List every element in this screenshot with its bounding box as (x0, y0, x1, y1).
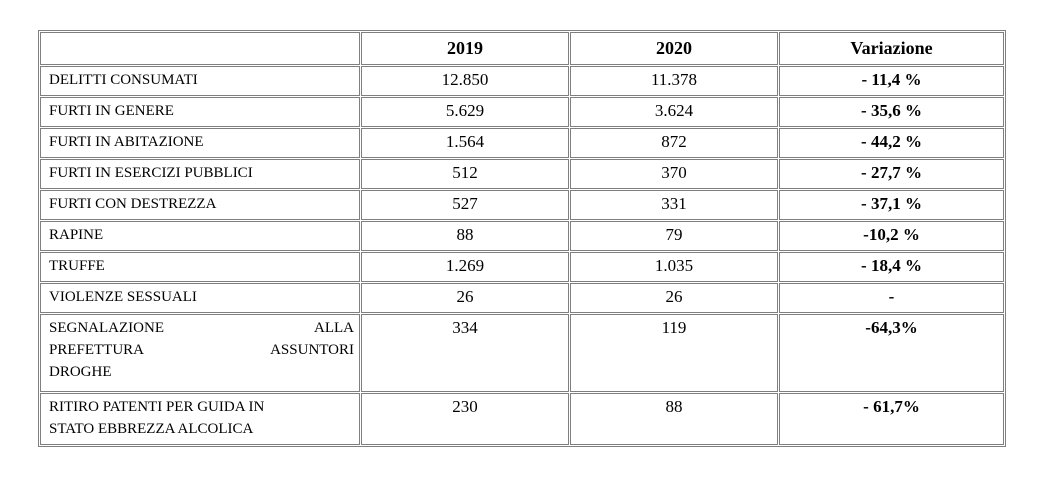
value-2020: 331 (570, 190, 778, 220)
table-row-furti-in-abitazione: FURTI IN ABITAZIONE 1.564 872 - 44,2 % (40, 128, 1004, 158)
value-2020: 3.624 (570, 97, 778, 127)
value-2019: 1.269 (361, 252, 569, 282)
header-empty-cell (40, 32, 360, 65)
table-row-furti-in-genere: FURTI IN GENERE 5.629 3.624 - 35,6 % (40, 97, 1004, 127)
value-variation: -10,2 % (779, 221, 1004, 251)
value-2019: 26 (361, 283, 569, 313)
value-variation: - 11,4 % (779, 66, 1004, 96)
value-2019: 512 (361, 159, 569, 189)
header-row: 2019 2020 Variazione (40, 32, 1004, 65)
value-2020: 370 (570, 159, 778, 189)
value-2020: 872 (570, 128, 778, 158)
table-row-furti-con-destrezza: FURTI CON DESTREZZA 527 331 - 37,1 % (40, 190, 1004, 220)
table-row-segnalazione-prefettura-droghe: SEGNALAZIONE ALLA PREFETTURA ASSUNTORI D… (40, 314, 1004, 392)
value-2019: 5.629 (361, 97, 569, 127)
row-label: FURTI CON DESTREZZA (40, 190, 360, 220)
table-row-violenze-sessuali: VIOLENZE SESSUALI 26 26 - (40, 283, 1004, 313)
row-label: TRUFFE (40, 252, 360, 282)
value-2020: 79 (570, 221, 778, 251)
value-2020: 11.378 (570, 66, 778, 96)
value-2020: 26 (570, 283, 778, 313)
value-2020: 88 (570, 393, 778, 445)
row-label: RAPINE (40, 221, 360, 251)
value-2019: 334 (361, 314, 569, 392)
header-2020: 2020 (570, 32, 778, 65)
row-label-line: DROGHE (49, 364, 112, 380)
table-row-furti-esercizi-pubblici: FURTI IN ESERCIZI PUBBLICI 512 370 - 27,… (40, 159, 1004, 189)
row-label: FURTI IN ABITAZIONE (40, 128, 360, 158)
header-variazione: Variazione (779, 32, 1004, 65)
row-label: SEGNALAZIONE ALLA PREFETTURA ASSUNTORI D… (40, 314, 360, 392)
value-variation: - (779, 283, 1004, 313)
row-label-line: SEGNALAZIONE ALLA (49, 320, 354, 336)
value-2020: 1.035 (570, 252, 778, 282)
document-page: 2019 2020 Variazione DELITTI CONSUMATI 1… (38, 30, 1006, 447)
row-label: VIOLENZE SESSUALI (40, 283, 360, 313)
value-2019: 230 (361, 393, 569, 445)
header-2019: 2019 (361, 32, 569, 65)
value-2019: 1.564 (361, 128, 569, 158)
row-label-line: RITIRO PATENTI PER GUIDA IN (49, 399, 265, 415)
value-variation: - 61,7% (779, 393, 1004, 445)
value-2019: 88 (361, 221, 569, 251)
value-variation: -64,3% (779, 314, 1004, 392)
row-label-line: STATO EBBREZZA ALCOLICA (49, 421, 254, 437)
value-2019: 527 (361, 190, 569, 220)
value-variation: - 18,4 % (779, 252, 1004, 282)
value-variation: - 37,1 % (779, 190, 1004, 220)
value-variation: - 27,7 % (779, 159, 1004, 189)
table-row-delitti-consumati: DELITTI CONSUMATI 12.850 11.378 - 11,4 % (40, 66, 1004, 96)
table-row-ritiro-patenti: RITIRO PATENTI PER GUIDA IN STATO EBBREZ… (40, 393, 1004, 445)
crime-stats-table: 2019 2020 Variazione DELITTI CONSUMATI 1… (38, 30, 1006, 447)
value-2019: 12.850 (361, 66, 569, 96)
table-row-rapine: RAPINE 88 79 -10,2 % (40, 221, 1004, 251)
row-label-line: PREFETTURA ASSUNTORI (49, 342, 354, 358)
row-label: FURTI IN GENERE (40, 97, 360, 127)
value-variation: - 44,2 % (779, 128, 1004, 158)
row-label: DELITTI CONSUMATI (40, 66, 360, 96)
table-row-truffe: TRUFFE 1.269 1.035 - 18,4 % (40, 252, 1004, 282)
value-variation: - 35,6 % (779, 97, 1004, 127)
row-label: FURTI IN ESERCIZI PUBBLICI (40, 159, 360, 189)
row-label: RITIRO PATENTI PER GUIDA IN STATO EBBREZ… (40, 393, 360, 445)
value-2020: 119 (570, 314, 778, 392)
